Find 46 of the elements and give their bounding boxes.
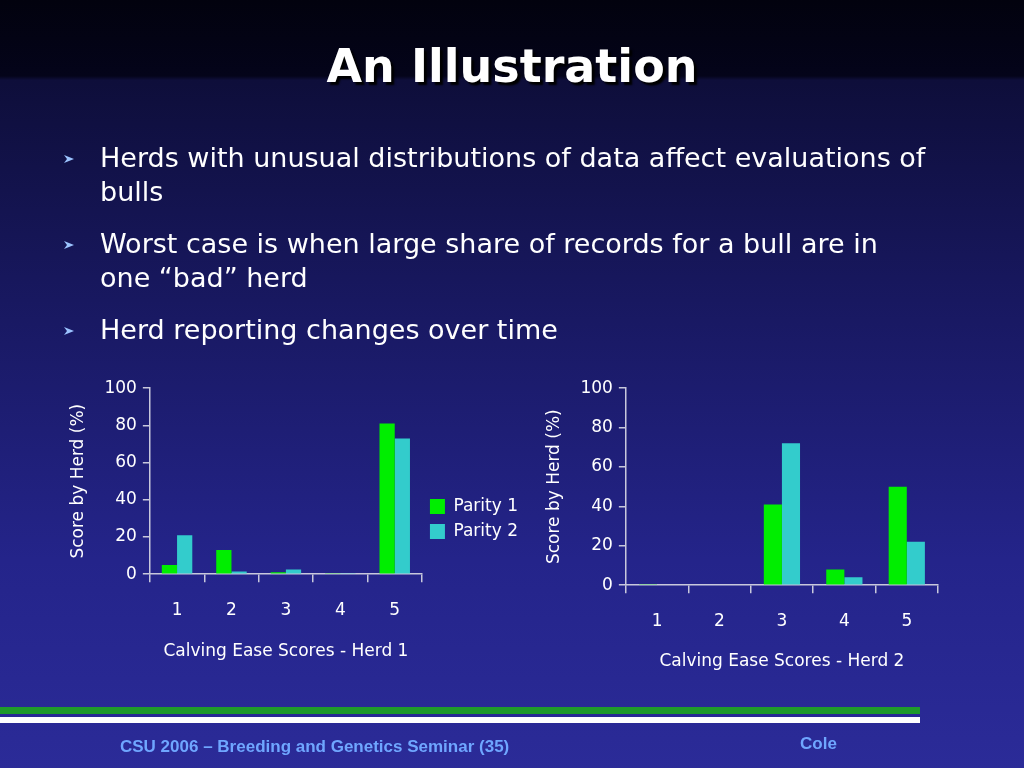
legend-label: Parity 2	[453, 519, 519, 540]
bar	[844, 577, 863, 585]
bar	[379, 423, 395, 574]
y-tick-label: 40	[115, 488, 137, 509]
text: CSU 2006 – Breeding and Genetics Seminar (35)	[120, 737, 510, 757]
text: Herd reporting changes over time	[100, 314, 558, 345]
y-tick-label: 100	[580, 376, 613, 397]
x-tick-label: 1	[651, 609, 663, 630]
x-axis-title: Calving Ease Scores - Herd 2	[659, 650, 905, 671]
y-tick-label: 20	[115, 525, 137, 546]
x-tick-label: 2	[714, 609, 725, 630]
x-tick-label: 5	[901, 609, 913, 630]
bar	[161, 564, 178, 574]
bar	[906, 541, 925, 585]
y-axis-title: Score by Herd (%)	[542, 409, 563, 565]
x-tick-label: 4	[838, 609, 850, 630]
y-tick-label: 40	[591, 494, 613, 515]
y-tick-label: 60	[115, 451, 137, 472]
bar	[177, 535, 193, 574]
x-tick-label: 5	[389, 598, 401, 619]
bar	[763, 504, 782, 585]
x-tick-label: 4	[334, 598, 346, 619]
x-tick-label: 2	[226, 598, 237, 619]
bar	[826, 569, 845, 585]
y-tick-label: 80	[115, 413, 137, 434]
text: Cole	[800, 734, 837, 754]
y-tick-label: 60	[591, 455, 613, 476]
y-tick-label: 100	[104, 376, 137, 397]
legend-label: Parity 1	[453, 494, 519, 515]
text: An Illustration	[325, 38, 699, 95]
x-tick-label: 1	[171, 598, 183, 619]
y-tick-label: 0	[602, 573, 613, 594]
bar	[888, 486, 907, 585]
bar	[781, 443, 801, 585]
text: Herds with unusual distributions of data affect evaluations of bulls	[100, 142, 926, 207]
y-axis-title: Score by Herd (%)	[66, 403, 87, 559]
bar	[394, 438, 410, 574]
x-axis-title: Calving Ease Scores - Herd 1	[163, 640, 409, 661]
bar	[231, 571, 247, 574]
bar	[216, 550, 232, 574]
y-tick-label: 20	[591, 534, 613, 555]
x-tick-label: 3	[776, 609, 788, 630]
y-tick-label: 0	[126, 562, 137, 583]
y-tick-label: 80	[591, 416, 613, 437]
text: Worst case is when large share of records for a bull are in one “bad” herd	[100, 228, 878, 293]
x-tick-label: 3	[280, 598, 292, 619]
